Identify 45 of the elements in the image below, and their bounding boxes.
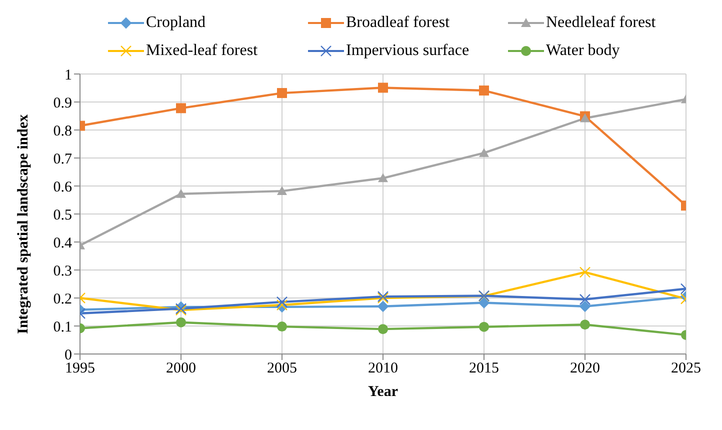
x-tick-label: 2005 — [267, 360, 297, 377]
point — [176, 103, 186, 114]
legend-label: Water body — [546, 42, 620, 60]
point — [176, 188, 186, 198]
x-tick-label: 2025 — [671, 360, 701, 377]
point — [580, 320, 590, 330]
point — [378, 173, 388, 182]
legend-label: Broadleaf forest — [346, 14, 450, 32]
point — [277, 88, 287, 98]
point — [277, 186, 287, 196]
legend-label: Impervious surface — [346, 42, 470, 60]
x-tick-label: 2000 — [166, 360, 196, 377]
point — [276, 296, 288, 308]
legend-label: Needleleaf forest — [546, 14, 656, 32]
y-tick-label: 0.4 — [53, 235, 72, 252]
y-tick-label: 0.7 — [53, 151, 72, 168]
y-tick-label: 0.1 — [53, 319, 72, 336]
x-tick-label: 1995 — [65, 360, 95, 377]
y-tick-label: 0.3 — [53, 263, 72, 280]
point — [580, 300, 590, 312]
point — [176, 317, 186, 328]
y-axis-title: Integrated spatial landscape index — [15, 114, 32, 334]
y-tick-label: 0.8 — [53, 123, 72, 140]
y-tick-label: 0.6 — [53, 179, 72, 196]
point — [277, 322, 287, 332]
point — [478, 297, 490, 308]
x-axis-title: Year — [368, 384, 398, 400]
point — [479, 86, 489, 96]
point — [378, 300, 388, 312]
x-tick-label: 2020 — [570, 360, 600, 377]
legend-label: Mixed-leaf forest — [146, 42, 258, 60]
x-tick-label: 2015 — [469, 360, 499, 377]
point — [579, 266, 591, 278]
y-tick-label: 0.9 — [53, 95, 72, 112]
legend-label: Cropland — [146, 14, 206, 32]
x-tick-label: 2010 — [368, 360, 398, 377]
point — [579, 294, 591, 305]
y-tick-label: 0 — [64, 347, 72, 364]
y-tick-label: 0.2 — [53, 291, 72, 308]
point — [479, 322, 489, 332]
point — [378, 324, 388, 334]
point — [378, 82, 388, 93]
point — [479, 148, 489, 157]
y-tick-label: 0.5 — [53, 207, 72, 224]
y-tick-label: 1 — [64, 67, 72, 84]
